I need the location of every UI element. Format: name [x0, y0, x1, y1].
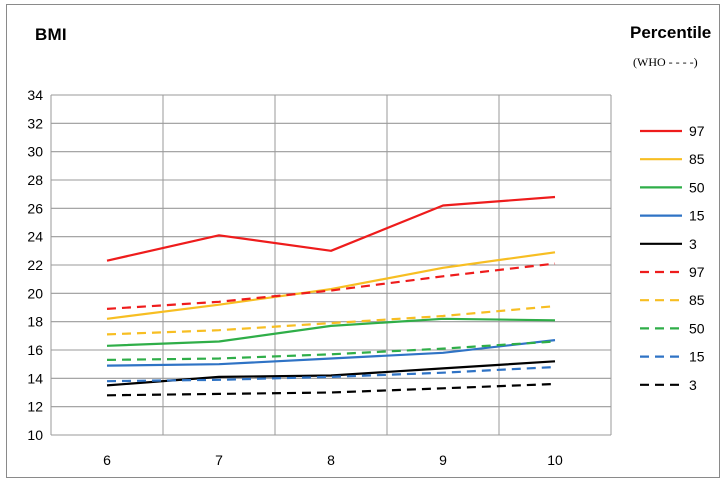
- y-tick-label: 32: [27, 115, 43, 131]
- y-tick-label: 22: [27, 257, 43, 273]
- series-line-3: [106, 360, 556, 387]
- x-tick-label: 10: [547, 452, 563, 468]
- y-tick-label: 34: [27, 87, 43, 103]
- y-tick-label: 10: [27, 427, 43, 443]
- series-line-who-3: [106, 382, 556, 397]
- legend-label: 3: [689, 236, 697, 252]
- legend-label: 15: [689, 349, 705, 365]
- y-tick-label: 14: [27, 370, 43, 386]
- series-line-50: [106, 317, 556, 347]
- y-tick-label: 20: [27, 285, 43, 301]
- y-tick-label: 16: [27, 342, 43, 358]
- legend-label: 97: [689, 264, 705, 280]
- series-line-who-97: [106, 262, 556, 310]
- series-line-who-15: [106, 365, 556, 383]
- y-tick-label: 12: [27, 399, 43, 415]
- x-tick-label: 9: [439, 452, 447, 468]
- line-chart: 10 12 14 16 18 20 22 24 26 28 30 32 34 6 7 8 9 10 97 85 50 15…: [27, 87, 705, 468]
- y-tick-label: 30: [27, 144, 43, 160]
- y-axis-label: BMI: [35, 25, 67, 44]
- legend-label: 97: [689, 123, 705, 139]
- x-tick-label: 8: [327, 452, 335, 468]
- legend-label: 15: [689, 208, 705, 224]
- legend-label: 3: [689, 377, 697, 393]
- legend-label: 50: [689, 320, 705, 336]
- legend-label: 85: [689, 151, 705, 167]
- x-tick-label: 7: [215, 452, 223, 468]
- x-tick-label: 6: [103, 452, 111, 468]
- y-tick-label: 18: [27, 314, 43, 330]
- series-line-97: [106, 195, 556, 262]
- y-tick-label: 28: [27, 172, 43, 188]
- series-line-15: [106, 339, 556, 367]
- legend-title: Percentile: [630, 23, 712, 42]
- series-line-85: [106, 251, 556, 320]
- chart-frame: BMI Percentile (WHO - - - -) 10 12 14 16 18 2…: [6, 4, 720, 478]
- y-tick-label: 24: [27, 229, 43, 245]
- legend-label: 85: [689, 292, 705, 308]
- legend-subtitle: (WHO - - - -): [633, 55, 698, 69]
- y-tick-label: 26: [27, 200, 43, 216]
- legend-label: 50: [689, 179, 705, 195]
